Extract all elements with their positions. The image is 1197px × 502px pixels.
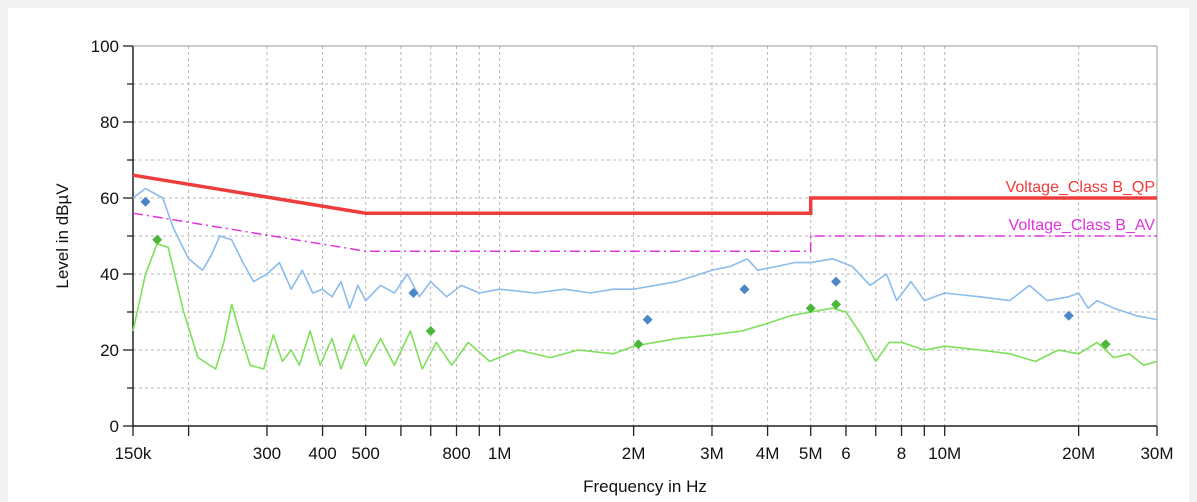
x-axis-title: Frequency in Hz xyxy=(583,477,707,496)
x-tick-label: 6 xyxy=(841,444,850,463)
x-tick-label: 800 xyxy=(442,444,470,463)
limit-label-av: Voltage_Class B_AV xyxy=(1009,217,1156,234)
qp-measurement-marker xyxy=(408,288,419,298)
x-tick-label: 10M xyxy=(928,444,961,463)
av-measurement-marker xyxy=(633,339,644,350)
x-tick-label: 4M xyxy=(756,444,780,463)
qp-measurement-marker xyxy=(739,284,750,295)
y-tick-label: 60 xyxy=(100,189,119,208)
x-tick-label: 20M xyxy=(1062,444,1095,463)
grid xyxy=(133,46,1157,426)
x-tick-label: 300 xyxy=(253,444,281,463)
x-tick-label: 30M xyxy=(1140,444,1173,463)
x-tick-label: 8 xyxy=(897,444,906,463)
x-tick-label: 1M xyxy=(488,444,512,463)
x-tick-label: 150k xyxy=(115,444,152,463)
qp-measurement-marker xyxy=(140,196,151,207)
series-line-average xyxy=(132,242,1158,370)
x-tick-label: 500 xyxy=(352,444,380,463)
x-tick-label: 3M xyxy=(700,444,724,463)
x-tick-label: 400 xyxy=(308,444,336,463)
av-measurement-marker xyxy=(805,303,816,314)
qp-measurement-marker xyxy=(642,314,653,325)
av-measurement-marker xyxy=(425,326,436,336)
qp-measurement-marker xyxy=(831,276,842,287)
y-axis-title: Level in dBµV xyxy=(53,183,72,289)
y-tick-label: 20 xyxy=(100,341,119,360)
y-tick-label: 40 xyxy=(100,265,119,284)
limit-line-qp xyxy=(132,173,1157,215)
limit-label-qp: Voltage_Class B_QP xyxy=(1006,179,1155,196)
y-tick-label: 80 xyxy=(100,113,119,132)
av-measurement-marker xyxy=(1100,339,1111,350)
av-measurement-marker xyxy=(152,234,163,245)
y-tick-label: 100 xyxy=(91,37,119,56)
x-tick-label: 2M xyxy=(622,444,646,463)
limit-line-av xyxy=(132,212,1157,252)
series-line-peak xyxy=(132,187,1158,321)
qp-measurement-marker xyxy=(1063,310,1074,321)
av-measurement-marker xyxy=(831,299,842,310)
y-tick-label: 0 xyxy=(110,417,119,436)
x-tick-label: 5M xyxy=(799,444,823,463)
